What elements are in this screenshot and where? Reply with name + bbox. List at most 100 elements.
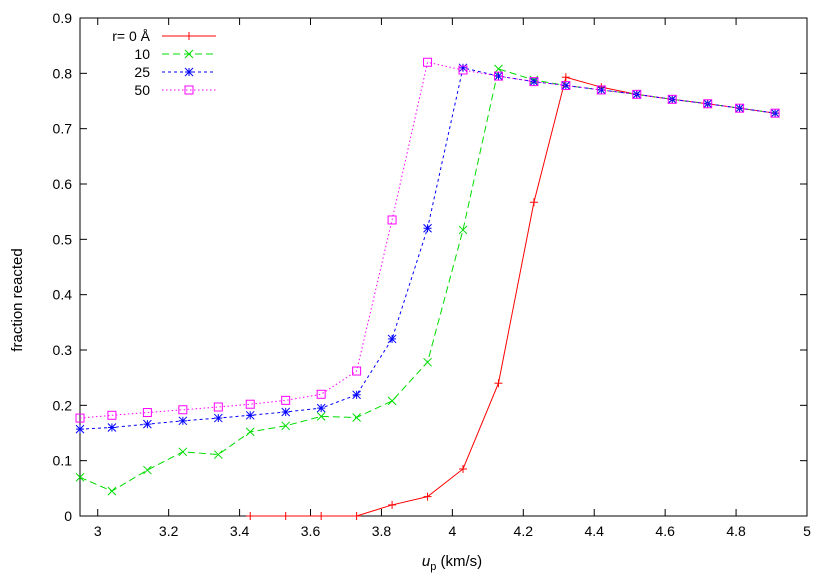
x-tick-label: 5 — [803, 523, 811, 539]
x-axis-label-sub: p — [430, 561, 436, 573]
data-point — [388, 500, 397, 509]
axes: 3 3.2 3.4 3.6 3.8 4 4.2 4.4 4.6 4.8 500.10.20.30.4… — [53, 10, 812, 539]
data-point — [143, 419, 152, 429]
data-point — [493, 71, 503, 81]
data-point — [561, 73, 570, 82]
data-point — [458, 65, 468, 75]
data-point — [281, 407, 291, 417]
data-point — [184, 49, 194, 59]
x-tick-label: 4 — [448, 523, 456, 539]
data-point — [107, 423, 117, 432]
y-tick-label: 0.1 — [53, 453, 73, 469]
data-point — [770, 108, 780, 118]
data-point — [75, 424, 85, 434]
data-point — [529, 77, 539, 87]
y-tick-label: 0.4 — [53, 287, 73, 303]
plot-frame — [79, 17, 808, 517]
data-point — [213, 450, 223, 459]
y-tick-label: 0 — [64, 508, 72, 524]
data-point — [317, 512, 326, 520]
data-point — [494, 71, 503, 81]
legend-label: 10 — [134, 46, 150, 62]
x-axis-label-main: u — [422, 553, 431, 570]
data-point — [281, 512, 290, 520]
x-tick-label: 4.6 — [655, 523, 675, 539]
data-point — [387, 215, 397, 225]
data-point — [245, 399, 255, 409]
x-tick-label: 3.2 — [159, 523, 179, 539]
data-point — [703, 99, 713, 109]
data-point — [352, 390, 361, 400]
data-point — [107, 486, 117, 496]
series-line — [250, 76, 776, 517]
data-point — [387, 334, 397, 344]
data-point — [352, 512, 361, 520]
data-point — [245, 410, 255, 420]
series-line — [79, 61, 776, 419]
data-point — [423, 492, 432, 501]
data-point — [246, 512, 255, 520]
data-point — [213, 402, 223, 412]
x-tick-label: 4.8 — [726, 523, 746, 539]
data-point — [529, 198, 538, 207]
y-tick-label: 0.6 — [53, 176, 73, 192]
x-tick-label: 4.4 — [584, 523, 604, 539]
y-tick-label: 0.8 — [53, 65, 73, 81]
data-point — [316, 403, 326, 413]
data-point — [178, 405, 188, 415]
data-point — [178, 416, 188, 426]
data-point — [316, 412, 326, 421]
series-layer — [75, 57, 780, 520]
legend-label: r= 0 Å — [112, 28, 150, 44]
data-point — [213, 413, 223, 423]
data-point — [185, 32, 193, 40]
x-axis-label: up (km/s) — [422, 553, 482, 573]
series — [246, 73, 780, 520]
legend-entry: 25 — [134, 64, 216, 80]
data-point — [770, 108, 780, 118]
data-point — [494, 379, 503, 388]
data-point — [494, 64, 503, 74]
data-point — [458, 225, 468, 235]
data-point — [352, 413, 361, 422]
x-axis-label-unit: (km/s) — [436, 553, 482, 570]
series-line — [79, 67, 776, 430]
data-point — [75, 472, 85, 482]
data-point — [667, 94, 677, 104]
data-point — [423, 223, 432, 233]
y-tick-label: 0.9 — [53, 10, 73, 26]
data-point — [423, 357, 432, 367]
data-point — [459, 464, 468, 473]
data-point — [632, 89, 642, 99]
legend-entry: r= 0 Å — [112, 28, 216, 44]
data-point — [184, 67, 194, 77]
data-point — [75, 413, 85, 423]
data-point — [178, 447, 188, 457]
y-tick-label: 0.3 — [53, 342, 73, 358]
series — [75, 63, 780, 434]
data-point — [387, 396, 397, 406]
data-point — [143, 465, 152, 475]
y-tick-label: 0.2 — [53, 397, 73, 413]
data-point — [596, 85, 606, 95]
series-line — [79, 68, 776, 492]
y-tick-label: 0.7 — [53, 121, 73, 137]
data-point — [184, 85, 194, 95]
data-point — [352, 366, 362, 376]
data-point — [596, 85, 606, 95]
data-point — [281, 395, 291, 405]
data-point — [735, 103, 745, 113]
series — [75, 57, 780, 423]
data-point — [245, 427, 255, 437]
x-tick-label: 3 — [94, 523, 102, 539]
legend: r= 0 Å 10 25 50 — [112, 28, 216, 98]
data-point — [281, 421, 291, 431]
legend-label: 50 — [134, 82, 150, 98]
legend-label: 25 — [134, 64, 150, 80]
legend-entry: 10 — [134, 46, 216, 62]
data-point — [142, 408, 152, 418]
x-tick-label: 3.4 — [230, 523, 250, 539]
data-point — [423, 57, 433, 67]
x-tick-label: 4.2 — [514, 523, 534, 539]
